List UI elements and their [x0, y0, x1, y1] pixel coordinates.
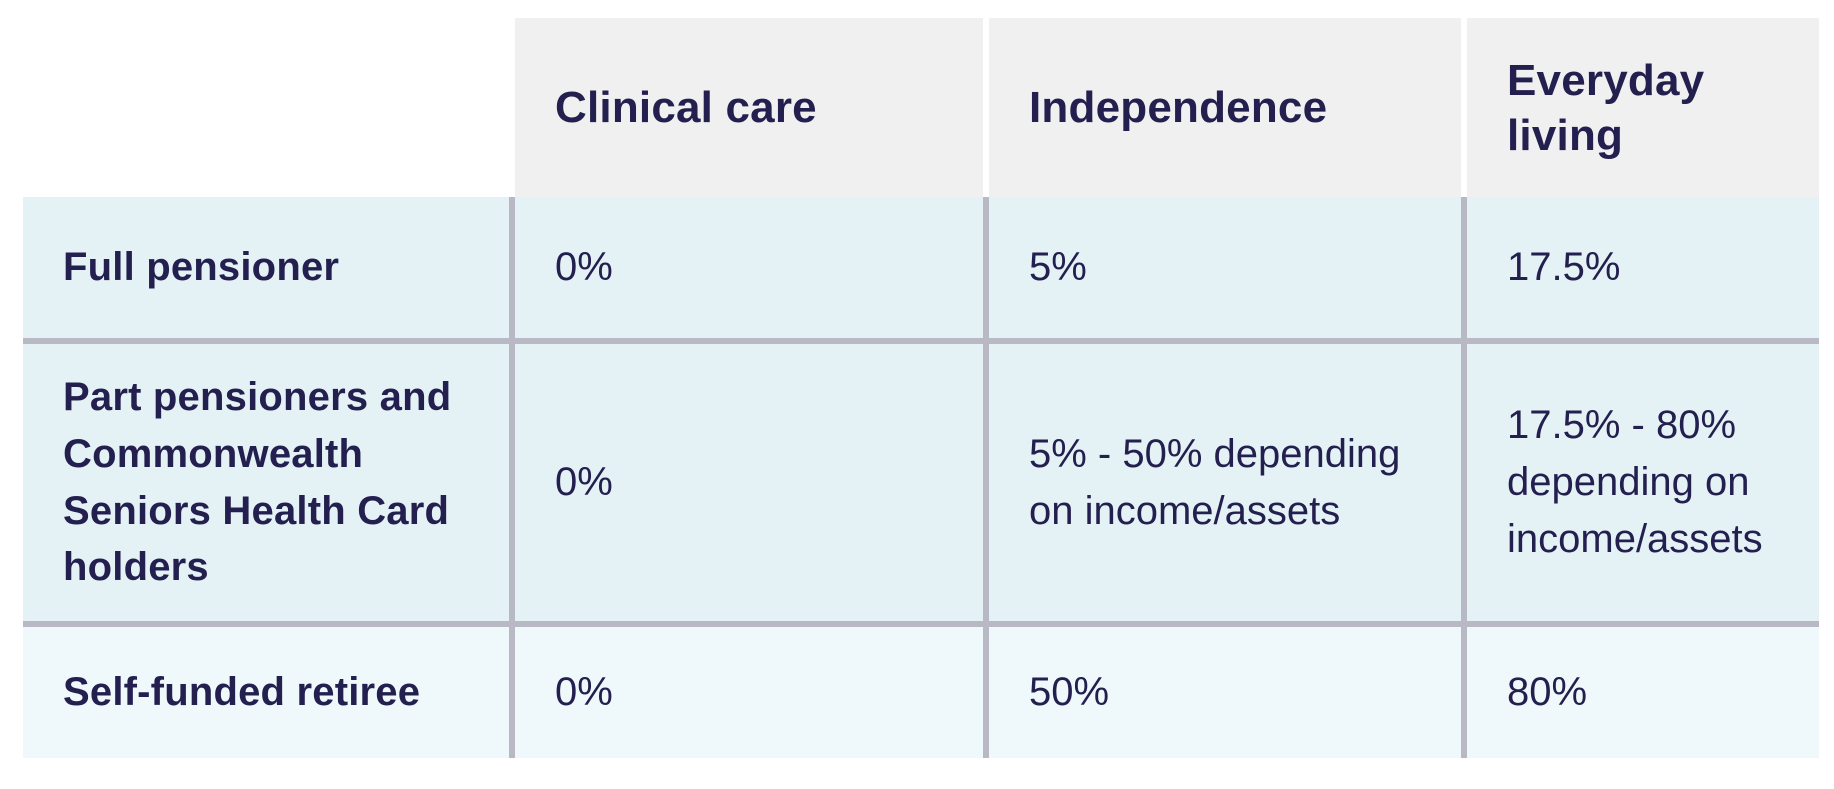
table-cell: 5% - 50% depending on income/assets: [989, 344, 1461, 621]
column-header-clinical-care: Clinical care: [515, 18, 983, 197]
row-header-part-pensioners: Part pensioners and Commonwealth Seniors…: [23, 344, 509, 621]
row-header-full-pensioner: Full pensioner: [23, 197, 509, 338]
table-cell: 0%: [515, 627, 983, 758]
table-cell: 17.5% - 80% depending on income/assets: [1467, 344, 1819, 621]
fees-table: Clinical care Independence Everyday livi…: [23, 18, 1819, 758]
column-header-independence: Independence: [989, 18, 1461, 197]
corner-cell: [23, 18, 509, 197]
table-cell: 0%: [515, 344, 983, 621]
table-body: Full pensioner 0% 5% 17.5% Part pensione…: [23, 197, 1819, 758]
table-cell: 5%: [989, 197, 1461, 338]
table-cell: 0%: [515, 197, 983, 338]
row-header-self-funded-retiree: Self-funded retiree: [23, 627, 509, 758]
table-cell: 80%: [1467, 627, 1819, 758]
table-header-row: Clinical care Independence Everyday livi…: [23, 18, 1819, 197]
table-cell: 50%: [989, 627, 1461, 758]
column-header-everyday-living: Everyday living: [1467, 18, 1819, 197]
table-cell: 17.5%: [1467, 197, 1819, 338]
